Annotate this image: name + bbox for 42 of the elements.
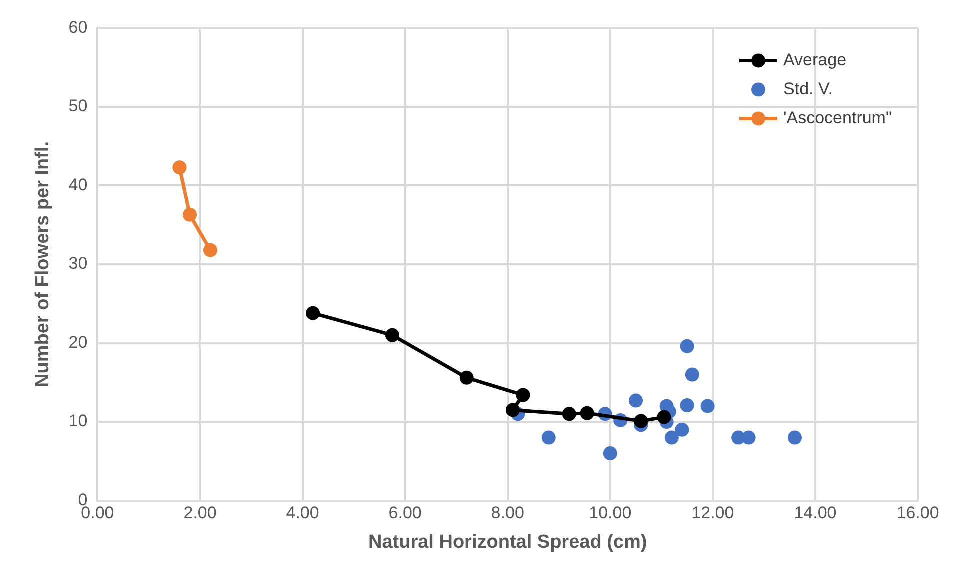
legend-label: 'Ascocentrum" <box>784 108 892 128</box>
point <box>680 398 694 412</box>
x-tick-label: 8.00 <box>491 504 524 523</box>
y-tick-label: 30 <box>68 254 88 274</box>
point <box>742 430 756 445</box>
point <box>580 406 594 420</box>
point <box>680 339 694 354</box>
point <box>603 446 618 461</box>
point <box>562 407 576 422</box>
legend-label: Std. V. <box>784 79 833 98</box>
x-tick-label: 14.00 <box>794 504 837 523</box>
y-tick-label: 20 <box>68 332 88 352</box>
x-tick-label: 2.00 <box>184 504 217 523</box>
point <box>506 403 520 418</box>
point <box>516 388 530 402</box>
point <box>204 243 218 258</box>
x-tick-label: 6.00 <box>388 504 422 523</box>
x-tick-label: 10.00 <box>589 504 632 523</box>
point <box>306 306 320 320</box>
point <box>182 208 197 222</box>
y-tick-label: 40 <box>68 175 88 194</box>
y-tick-label: 50 <box>68 96 88 116</box>
point <box>664 430 679 445</box>
y-axis-title: Number of Flowers per Infl. <box>32 142 54 388</box>
point <box>788 430 802 445</box>
legend-label: Average <box>784 50 847 70</box>
point <box>386 328 400 342</box>
point <box>700 399 715 414</box>
x-tick-label: 12.00 <box>692 504 734 523</box>
point <box>629 394 644 408</box>
point <box>542 430 556 445</box>
x-tick-label: 4.00 <box>286 504 320 523</box>
x-axis-title: Natural Horizontal Spread (cm) <box>368 532 648 553</box>
y-tick-label: 10 <box>68 412 88 431</box>
point <box>685 368 700 382</box>
y-tick-label: 60 <box>68 18 88 37</box>
point <box>675 422 690 437</box>
point <box>460 370 474 385</box>
point <box>634 414 648 428</box>
point <box>172 160 187 175</box>
point <box>657 410 672 424</box>
x-tick-label: 16.00 <box>896 504 940 523</box>
